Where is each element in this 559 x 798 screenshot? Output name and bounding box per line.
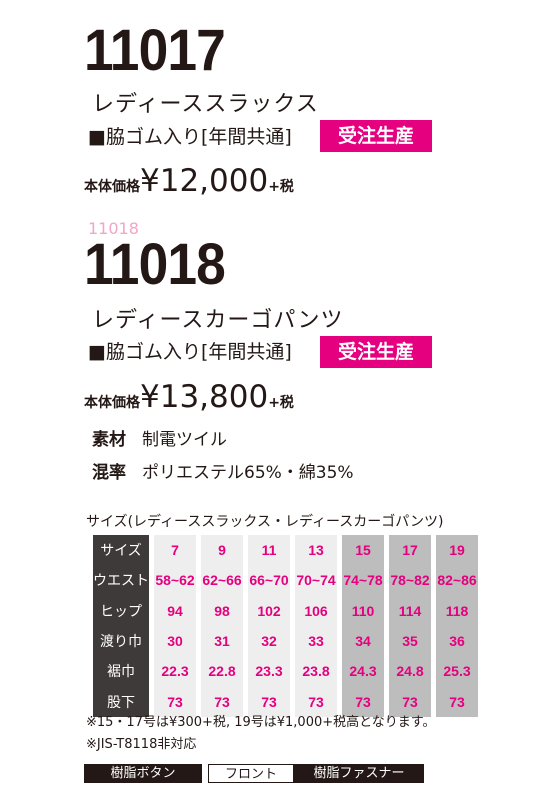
size-table-title: サイズ(レディーススラックス・レディースカーゴパンツ) [86, 514, 444, 530]
table-cell: 35 [389, 625, 431, 657]
table-row: 股下 73 73 73 73 73 73 73 [93, 686, 478, 717]
material-key: 素材 [92, 430, 126, 450]
table-cell: 11 [248, 535, 290, 566]
table-cell: 82~86 [436, 565, 478, 596]
table-cell: 33 [295, 625, 337, 657]
table-cell: 17 [389, 535, 431, 566]
table-cell: 22.3 [154, 656, 196, 687]
table-cell: 73 [389, 686, 431, 717]
table-cell: 58~62 [154, 565, 196, 596]
table-cell: 31 [201, 625, 243, 657]
table-cell: 19 [436, 535, 478, 566]
made-to-order-badge: 受注生産 [320, 336, 432, 368]
product-spec-slacks: ■脇ゴム入り[年間共通] [88, 126, 292, 148]
table-cell: 70~74 [295, 565, 337, 596]
product-name-cargo: レディースカーゴパンツ [92, 308, 344, 333]
row-header: サイズ [93, 535, 149, 566]
row-header: 渡り巾 [93, 625, 149, 657]
table-cell: 74~78 [342, 565, 384, 596]
blend-row: 混率 ポリエステル65%・綿35% [92, 463, 354, 482]
price-block-slacks: 本体価格¥12,000+税 [84, 166, 294, 197]
table-cell: 73 [342, 686, 384, 717]
table-cell: 25.3 [436, 656, 478, 687]
table-cell: 32 [248, 625, 290, 657]
table-cell: 102 [248, 595, 290, 626]
table-cell: 94 [154, 595, 196, 626]
product-name-slacks: レディーススラックス [92, 92, 319, 117]
price-label: 本体価格 [84, 179, 140, 195]
table-cell: 24.8 [389, 656, 431, 687]
model-number-11018: 11018 [84, 232, 226, 297]
table-cell: 23.8 [295, 656, 337, 687]
price-value: ¥12,000 [140, 163, 269, 199]
table-cell: 22.8 [201, 656, 243, 687]
table-row: 渡り巾 30 31 32 33 34 35 36 [93, 625, 478, 657]
table-cell: 36 [436, 625, 478, 657]
material-row: 素材 制電ツイル [92, 430, 227, 449]
table-cell: 66~70 [248, 565, 290, 596]
size-table: サイズ 7 9 11 13 15 17 19 ウエスト 58~62 62~66 66~70 70~74 7… [88, 535, 483, 717]
row-header: 股下 [93, 686, 149, 717]
resin-fastener-label: 樹脂ファスナー [294, 764, 424, 783]
table-row: サイズ 7 9 11 13 15 17 19 [93, 535, 478, 566]
table-cell: 73 [248, 686, 290, 717]
table-cell: 15 [342, 535, 384, 566]
jis-note: ※JIS-T8118非対応 [86, 737, 197, 752]
product-spec-cargo: ■脇ゴム入り[年間共通] [88, 341, 292, 363]
table-cell: 106 [295, 595, 337, 626]
price-value: ¥13,800 [140, 379, 269, 415]
table-cell: 34 [342, 625, 384, 657]
table-cell: 73 [201, 686, 243, 717]
row-header: ヒップ [93, 595, 149, 626]
price-note: ※15・17号は¥300+税, 19号は¥1,000+税高となります。 [86, 715, 436, 730]
table-cell: 73 [436, 686, 478, 717]
table-cell: 98 [201, 595, 243, 626]
tax-label: +税 [268, 395, 294, 411]
price-label: 本体価格 [84, 395, 140, 411]
tax-label: +税 [268, 179, 294, 195]
material-value: 制電ツイル [142, 430, 227, 450]
table-cell: 24.3 [342, 656, 384, 687]
table-cell: 7 [154, 535, 196, 566]
table-cell: 110 [342, 595, 384, 626]
made-to-order-badge: 受注生産 [320, 120, 432, 152]
sub-model-number: 11018 [88, 219, 139, 238]
table-cell: 13 [295, 535, 337, 566]
row-header: ウエスト [93, 565, 149, 596]
resin-button-label: 樹脂ボタン [84, 764, 202, 783]
table-cell: 30 [154, 625, 196, 657]
table-cell: 73 [295, 686, 337, 717]
price-block-cargo: 本体価格¥13,800+税 [84, 382, 294, 413]
table-row: ウエスト 58~62 62~66 66~70 70~74 74~78 78~82 82~86 [93, 565, 478, 596]
table-cell: 9 [201, 535, 243, 566]
model-number-11017: 11017 [84, 18, 226, 83]
table-cell: 73 [154, 686, 196, 717]
blend-key: 混率 [92, 463, 126, 483]
table-cell: 23.3 [248, 656, 290, 687]
blend-value: ポリエステル65%・綿35% [142, 463, 354, 483]
table-cell: 118 [436, 595, 478, 626]
table-cell: 114 [389, 595, 431, 626]
row-header: 裾巾 [93, 656, 149, 687]
front-label: フロント [208, 764, 294, 783]
table-cell: 62~66 [201, 565, 243, 596]
table-row: ヒップ 94 98 102 106 110 114 118 [93, 595, 478, 626]
table-row: 裾巾 22.3 22.8 23.3 23.8 24.3 24.8 25.3 [93, 656, 478, 687]
table-cell: 78~82 [389, 565, 431, 596]
